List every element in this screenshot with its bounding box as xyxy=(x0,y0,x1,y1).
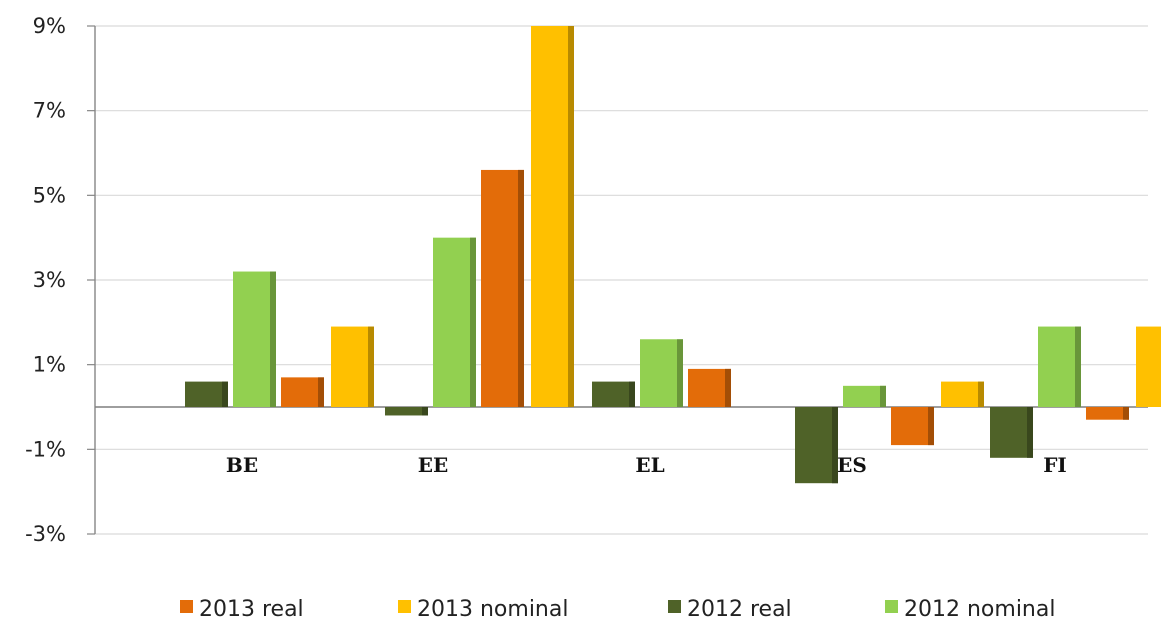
bar-side-shade xyxy=(270,271,276,407)
category-labels: BE EE EL ES FI xyxy=(226,453,1067,477)
y-tick-label: 3% xyxy=(33,268,66,292)
y-tick-label: 9% xyxy=(33,14,66,38)
bar-fi-2013-real xyxy=(1086,407,1129,420)
legend-label: 2013 real xyxy=(199,597,304,621)
category-label: EE xyxy=(418,453,449,477)
legend-label: 2012 nominal xyxy=(904,597,1055,621)
bar-side-shade xyxy=(368,326,374,407)
y-tick-label: 7% xyxy=(33,99,66,123)
y-tick-label: -3% xyxy=(25,522,66,546)
bar-be-2013-nominal xyxy=(331,326,374,407)
bar-fi-2012-real xyxy=(990,407,1033,458)
bar-side-shade xyxy=(677,339,683,407)
bar-side-shade xyxy=(470,237,476,407)
bar-ee-2012-real xyxy=(385,407,428,416)
bar-es-2012-real xyxy=(795,407,838,484)
bar-es-2013-real xyxy=(891,407,934,446)
bar-fi-2012-nominal xyxy=(1038,326,1081,407)
legend: 2013 real 2013 nominal 2012 real 2012 nomin… xyxy=(180,597,1055,621)
bar-side-shade xyxy=(978,381,984,407)
bar-es-2012-nominal xyxy=(843,385,886,407)
bar-ee-2013-real xyxy=(481,169,524,407)
bar-be-2013-real xyxy=(281,377,324,407)
bar-side-shade xyxy=(422,407,428,416)
bar-el-2012-real xyxy=(592,381,635,407)
legend-swatch xyxy=(668,600,681,613)
legend-swatch xyxy=(180,600,193,613)
bars xyxy=(185,26,1161,484)
bar-es-2013-nominal xyxy=(941,381,984,407)
bar-side-shade xyxy=(1075,326,1081,407)
y-tick-label: -1% xyxy=(25,437,66,461)
bar-side-shade xyxy=(318,377,324,407)
y-tick-label: 5% xyxy=(33,183,66,207)
y-tick-label: 1% xyxy=(33,353,66,377)
bar-side-shade xyxy=(518,169,524,407)
category-label: BE xyxy=(226,453,258,477)
category-label: FI xyxy=(1043,453,1067,477)
category-label: EL xyxy=(635,453,664,477)
bar-ee-2012-nominal xyxy=(433,237,476,407)
bar-el-2012-nominal xyxy=(640,339,683,407)
bar-ee-2013-nominal xyxy=(531,26,574,407)
bar-be-2012-nominal xyxy=(233,271,276,407)
bar-side-shade xyxy=(832,407,838,484)
bar-el-2013-real xyxy=(688,368,731,407)
bar-side-shade xyxy=(880,385,886,407)
bar-side-shade xyxy=(568,26,574,407)
bar-side-shade xyxy=(629,381,635,407)
bar-fi-2013-nominal xyxy=(1136,326,1161,407)
bar-side-shade xyxy=(928,407,934,446)
bar-side-shade xyxy=(1027,407,1033,458)
legend-label: 2013 nominal xyxy=(417,597,568,621)
category-label: ES xyxy=(837,453,867,477)
legend-swatch xyxy=(885,600,898,613)
legend-swatch xyxy=(398,600,411,613)
bar-side-shade xyxy=(725,368,731,407)
legend-label: 2012 real xyxy=(687,597,792,621)
bar-side-shade xyxy=(222,381,228,407)
bar-side-shade xyxy=(1123,407,1129,420)
bar-be-2012-real xyxy=(185,381,228,407)
